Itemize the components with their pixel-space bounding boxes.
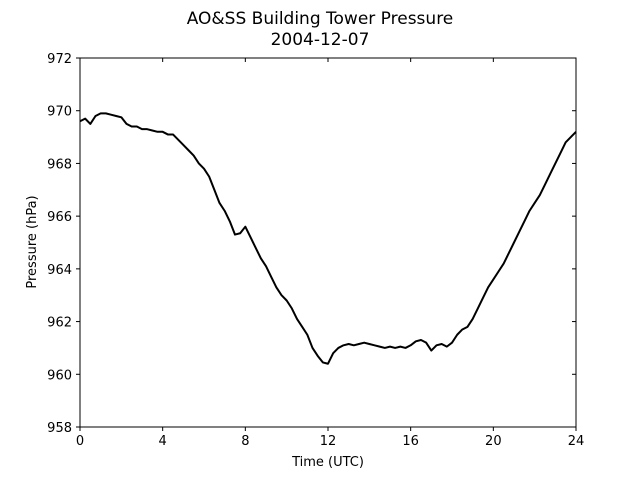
- y-tick-label: 964: [47, 263, 72, 278]
- x-tick-label: 20: [485, 434, 502, 449]
- x-tick-label: 8: [241, 434, 249, 449]
- chart-title: AO&SS Building Tower Pressure: [187, 9, 454, 29]
- y-tick-label: 962: [47, 316, 72, 331]
- y-tick-label: 960: [47, 368, 72, 383]
- x-tick-label: 24: [568, 434, 585, 449]
- y-tick-label: 966: [47, 210, 72, 225]
- chart-subtitle: 2004-12-07: [271, 30, 370, 50]
- x-axis: 0 4 8 12 16 20 24: [76, 58, 584, 449]
- y-tick-label: 970: [47, 105, 72, 120]
- pressure-series-line: [79, 112, 577, 365]
- x-tick-label: 0: [76, 434, 84, 449]
- plot-frame: [79, 57, 577, 428]
- y-tick-label: 958: [47, 421, 72, 436]
- x-tick-label: 16: [402, 434, 419, 449]
- x-tick-label: 4: [159, 434, 167, 449]
- y-axis-label: Pressure (hPa): [25, 195, 40, 288]
- y-tick-label: 972: [47, 52, 72, 67]
- x-axis-label: Time (UTC): [291, 455, 364, 470]
- y-axis: 958 960 962 964 966 968 970 972: [47, 52, 576, 436]
- x-tick-label: 12: [320, 434, 337, 449]
- y-tick-label: 968: [47, 157, 72, 172]
